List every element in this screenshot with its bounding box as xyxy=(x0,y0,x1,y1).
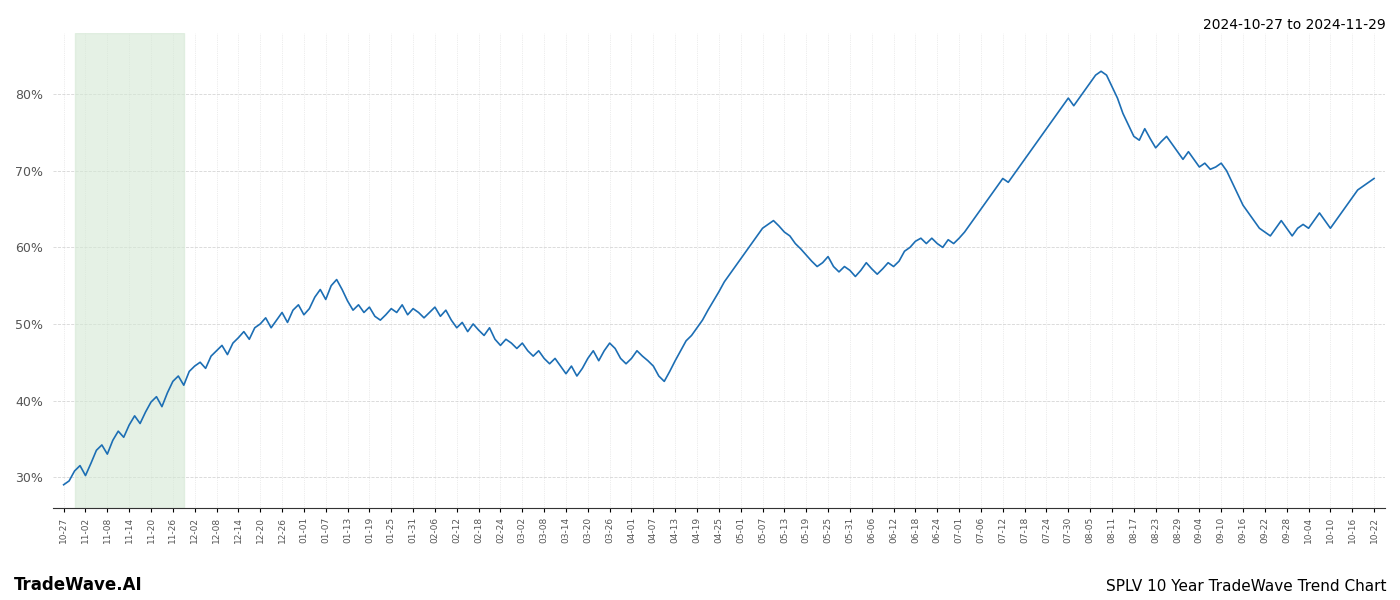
Bar xyxy=(74,33,183,508)
Text: SPLV 10 Year TradeWave Trend Chart: SPLV 10 Year TradeWave Trend Chart xyxy=(1106,579,1386,594)
Text: TradeWave.AI: TradeWave.AI xyxy=(14,576,143,594)
Text: 2024-10-27 to 2024-11-29: 2024-10-27 to 2024-11-29 xyxy=(1203,18,1386,32)
